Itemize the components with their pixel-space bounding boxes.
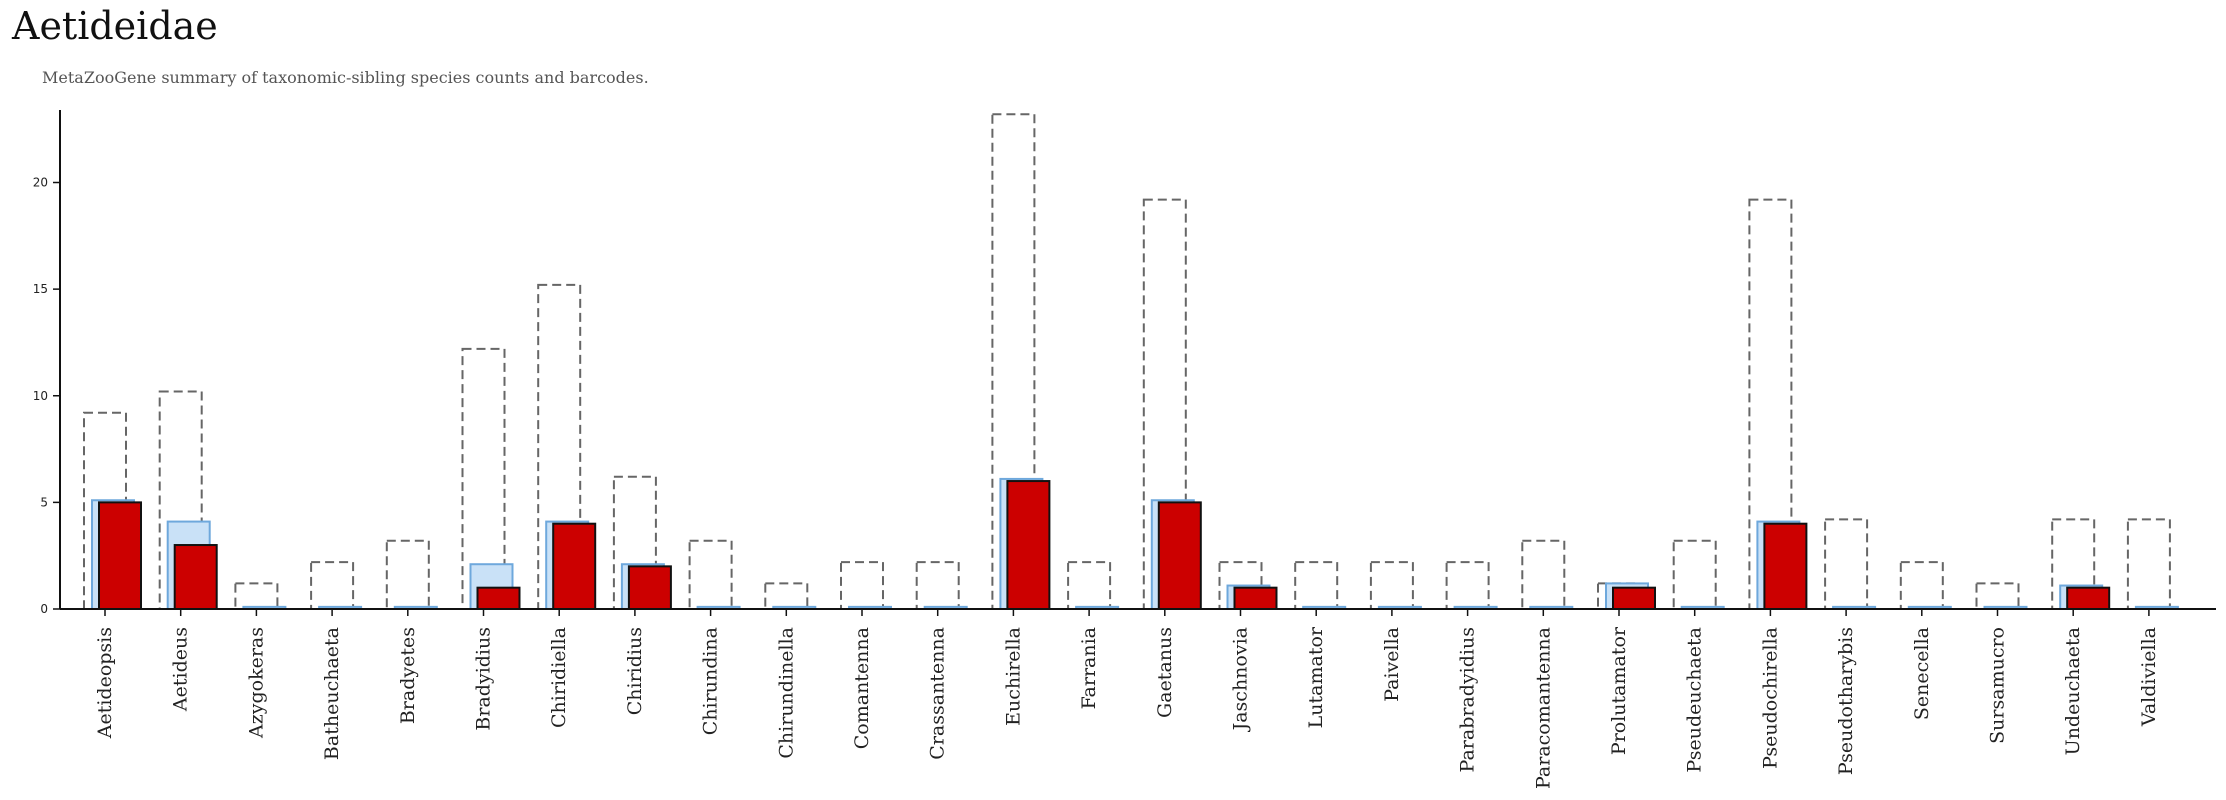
category-label: Pseudeuchaeta	[1684, 627, 1706, 773]
outline-bar	[1672, 539, 1717, 610]
bars-layer	[83, 113, 2179, 611]
category-label: Comantenna	[851, 627, 873, 749]
category-label: Aetideus	[170, 627, 192, 712]
outline-bar	[2051, 518, 2096, 611]
outline-bar	[1294, 561, 1339, 610]
category-label: Paracomantenna	[1532, 627, 1554, 789]
outline-bar	[840, 561, 884, 610]
red-bar	[1006, 480, 1051, 610]
category-label: Sursamucro	[1987, 627, 2009, 744]
category-label: Batheuchaeta	[321, 627, 343, 760]
outline-bar	[1748, 198, 1793, 610]
outline-bar	[1142, 198, 1187, 610]
category-label: Chiridiella	[548, 627, 570, 728]
category-label: Paivella	[1381, 627, 1403, 702]
red-bar	[98, 501, 142, 610]
red-bar	[552, 522, 597, 611]
category-label: Crassantenna	[927, 627, 949, 760]
outline-bar	[688, 539, 733, 610]
red-bar	[1612, 586, 1656, 611]
category-label: Lutamator	[1305, 626, 1327, 728]
outline-bar	[991, 113, 1036, 610]
outline-bar	[1218, 561, 1263, 610]
category-label: Azygokeras	[245, 627, 267, 739]
page-subtitle: MetaZooGene summary of taxonomic-sibling…	[42, 68, 649, 87]
axes-layer	[53, 110, 2216, 616]
outline-bar	[612, 475, 657, 610]
red-bar	[173, 544, 218, 610]
category-label: Chirundinella	[775, 627, 797, 759]
red-bar	[1157, 501, 1202, 610]
outline-bar	[1445, 561, 1490, 610]
category-label: Valdiviella	[2138, 627, 2160, 727]
category-label: Aetideopsis	[94, 627, 116, 739]
category-label: Pseudochirella	[1759, 627, 1781, 769]
red-bar	[1763, 522, 1808, 611]
category-label: Chiridius	[624, 627, 646, 715]
y-tick-label: 15	[33, 282, 48, 296]
outline-bar	[1067, 561, 1112, 610]
red-bar	[627, 565, 672, 610]
outline-bar	[1824, 518, 1869, 611]
red-bar	[476, 586, 521, 611]
labels-layer: Aetideopsis Aetideus Azygokeras Batheuchaet…	[33, 176, 2160, 790]
category-label: Pseudotharybis	[1835, 627, 1857, 775]
outline-bar	[537, 283, 582, 610]
outline-bar	[2126, 518, 2171, 611]
category-label: Bradyidius	[473, 627, 495, 731]
category-label: Farrania	[1078, 627, 1100, 709]
page-title: Aetideidae	[12, 4, 218, 48]
y-tick-label: 5	[40, 495, 48, 509]
outline-bar	[1899, 561, 1944, 610]
outline-bar	[234, 582, 279, 611]
category-label: Chirundina	[700, 627, 722, 735]
outline-bar	[1521, 539, 1566, 610]
outline-bar	[1975, 582, 2020, 611]
category-label: Prolutamator	[1608, 626, 1630, 755]
category-label: Euchirella	[1002, 627, 1024, 726]
category-label: Jaschnovia	[1230, 627, 1252, 732]
category-label: Senecella	[1911, 627, 1933, 720]
outline-bar	[310, 561, 355, 610]
outline-bar	[385, 539, 430, 610]
outline-bar	[1369, 561, 1414, 610]
y-tick-label: 0	[40, 602, 48, 616]
outline-bar	[764, 582, 809, 611]
y-tick-label: 20	[33, 176, 48, 190]
category-label: Parabradyidius	[1457, 627, 1479, 772]
outline-bar	[915, 561, 960, 610]
y-tick-label: 10	[33, 389, 48, 403]
red-bar	[1233, 586, 1278, 611]
category-label: Gaetanus	[1154, 627, 1176, 718]
category-label: Bradyetes	[397, 627, 419, 724]
category-label: Undeuchaeta	[2062, 627, 2084, 755]
red-bar	[2066, 586, 2111, 611]
